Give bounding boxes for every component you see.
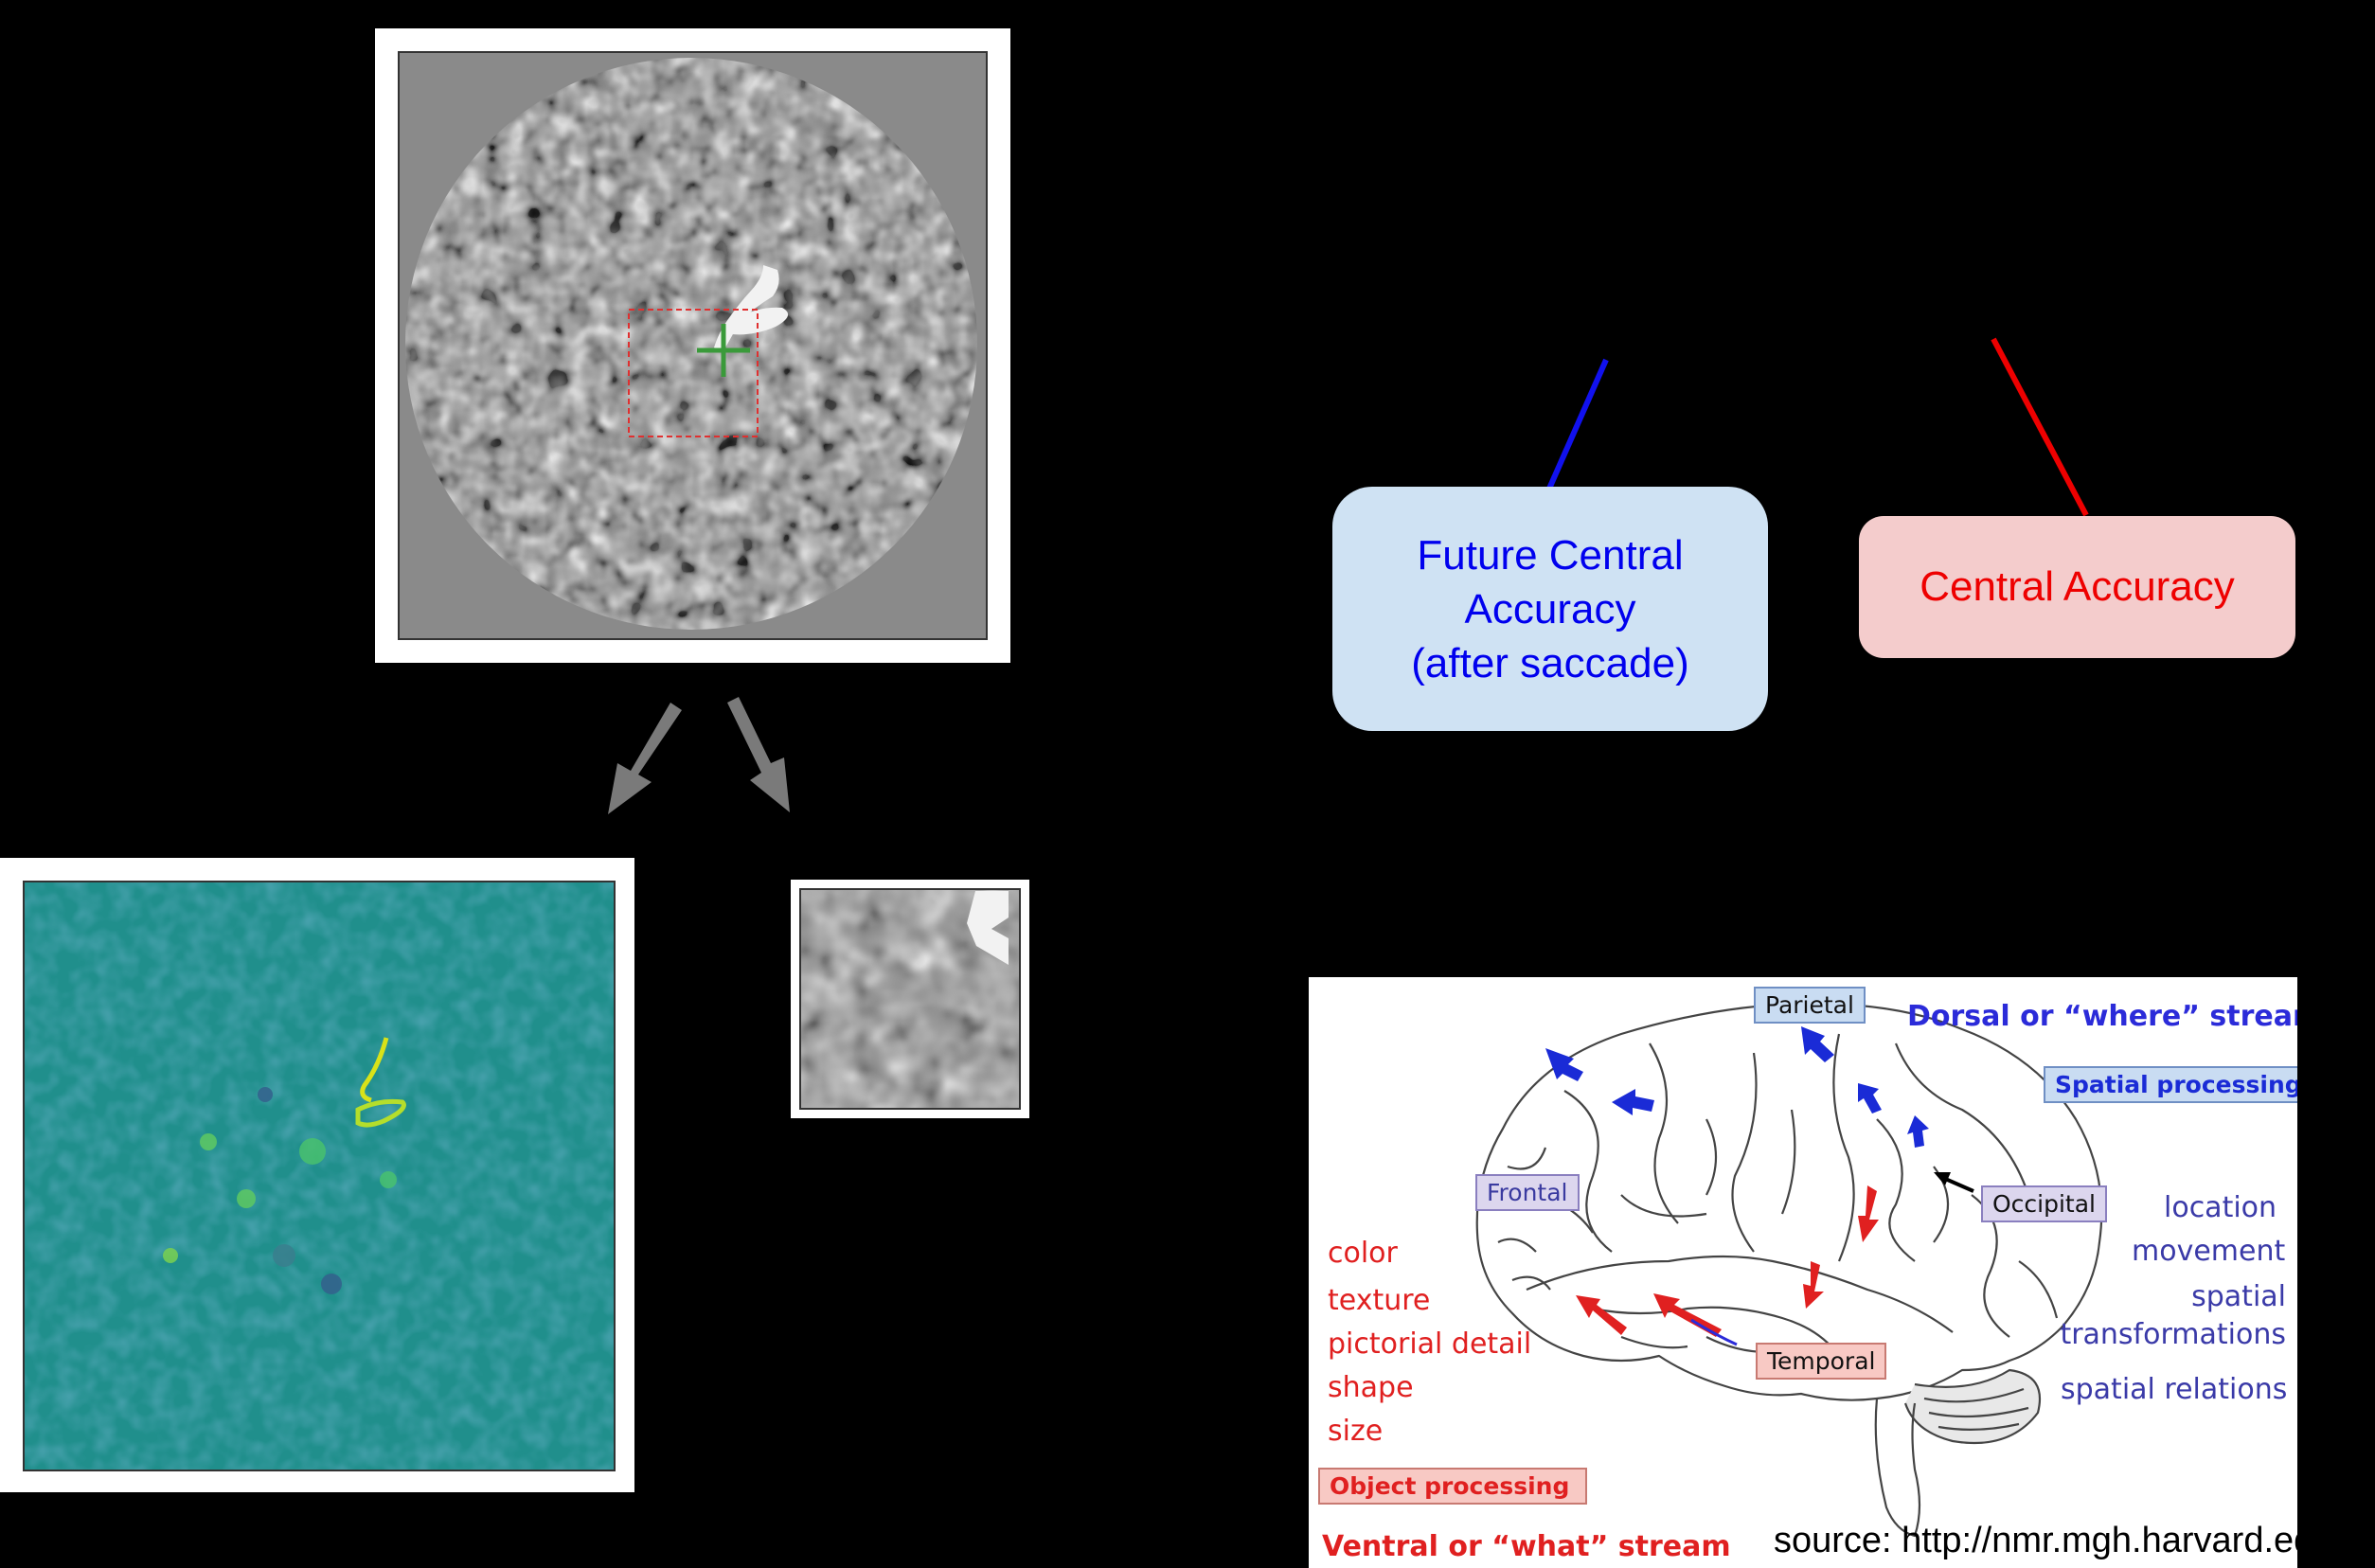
gray-down-arrow-icon (608, 697, 790, 814)
green-plus-icon (697, 324, 750, 377)
spatial-processing-tag: Spatial processing (2044, 1066, 2297, 1103)
ventral-feature-size: size (1328, 1415, 1384, 1448)
dorsal-feature-movement: movement (2132, 1235, 2286, 1268)
ventral-feature-color: color (1328, 1237, 1398, 1270)
ventral-stream-title: Ventral or “what” stream (1322, 1530, 1731, 1563)
dorsal-feature-location: location (2164, 1191, 2277, 1224)
future-central-accuracy-box: Future Central Accuracy (after saccade) (1332, 487, 1768, 731)
stimulus-frame (375, 28, 1010, 663)
occipital-label: Occipital (1981, 1185, 2107, 1222)
noise-stimulus-image (398, 51, 988, 640)
dorsal-feature-spatial-relations: spatial relations (2061, 1373, 2288, 1406)
saliency-map-frame (0, 858, 634, 1492)
source-caption: source: http://nmr.mgh.harvard.edu (1774, 1521, 2297, 1560)
temporal-label: Temporal (1756, 1343, 1887, 1380)
red-connector-line (1991, 337, 2089, 517)
ventral-feature-shape: shape (1328, 1371, 1414, 1404)
parietal-label: Parietal (1754, 987, 1866, 1024)
ventral-feature-texture: texture (1328, 1284, 1431, 1317)
frontal-label: Frontal (1475, 1174, 1580, 1211)
dorsal-stream-title: Dorsal or “where” stream (1907, 1000, 2297, 1033)
dorsal-feature-spatial-transformations: spatial transformations (2060, 1280, 2286, 1351)
crop-patch-frame (791, 880, 1029, 1118)
saliency-map-image (23, 881, 616, 1471)
blue-connector-line (1546, 358, 1609, 490)
crop-patch-image (799, 888, 1021, 1110)
ventral-feature-pictorial-detail: pictorial detail (1328, 1327, 1532, 1361)
object-processing-tag: Object processing (1318, 1468, 1587, 1505)
central-accuracy-box: Central Accuracy (1859, 516, 2295, 658)
brain-diagram: Parietal Frontal Occipital Temporal Dors… (1309, 977, 2297, 1568)
